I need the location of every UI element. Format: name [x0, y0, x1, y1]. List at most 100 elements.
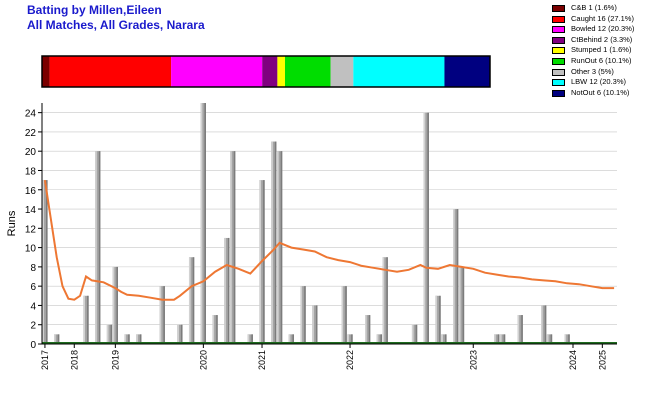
bar-shade: [415, 324, 418, 344]
bar-body: [288, 334, 295, 344]
legend-swatch: [552, 47, 565, 55]
legend-item: C&B 1 (1.6%): [550, 3, 650, 14]
bar-shade: [163, 286, 165, 344]
bar: [300, 286, 306, 344]
bar-shade: [180, 324, 183, 344]
bar-body: [106, 324, 113, 344]
y-tick-label: 20: [25, 147, 37, 158]
legend-label: RunOut 6 (10.1%): [571, 56, 632, 65]
x-tick-label: 2022: [345, 350, 355, 370]
bar: [499, 334, 506, 344]
bar: [564, 334, 570, 344]
bar: [136, 334, 142, 344]
bar-highlight: [200, 103, 203, 344]
bar-body: [188, 257, 195, 344]
bar-body: [276, 151, 283, 344]
bar-shade: [128, 334, 130, 344]
band-segment: [49, 56, 172, 87]
average-line: [43, 179, 615, 301]
bar-shade: [444, 334, 447, 344]
y-tick-label: 14: [25, 205, 37, 216]
bar-highlight: [546, 334, 549, 344]
bar-shade: [139, 334, 142, 344]
bar-body: [212, 315, 218, 344]
bar-body: [546, 334, 553, 344]
bar: [441, 334, 447, 344]
legend-label: NotOut 6 (10.1%): [571, 87, 630, 97]
bar-highlight: [106, 324, 109, 344]
bar: [494, 334, 500, 344]
bar-highlight: [159, 286, 162, 344]
bar-shade: [116, 266, 118, 344]
legend-label: C&B 1 (1.6%): [571, 3, 617, 12]
bar-shade: [280, 151, 283, 344]
bar: [288, 334, 295, 344]
bar-body: [312, 305, 318, 344]
bar-highlight: [364, 315, 367, 344]
bar-highlight: [435, 295, 438, 344]
bar-shade: [274, 141, 277, 344]
bar-body: [453, 209, 459, 344]
bar: [435, 295, 441, 344]
bar: [124, 334, 130, 344]
bar-shade: [87, 295, 89, 344]
bar-body: [54, 334, 60, 344]
bar-body: [499, 334, 506, 344]
bar-highlight: [124, 334, 127, 344]
bar-highlight: [494, 334, 496, 344]
bar: [112, 266, 118, 344]
bar-shade: [550, 334, 553, 344]
bar-highlight: [83, 295, 86, 344]
bar-highlight: [230, 151, 232, 344]
band-segment: [262, 56, 278, 87]
bar-highlight: [458, 266, 461, 344]
grid: [42, 112, 617, 326]
bar-body: [441, 334, 447, 344]
legend-item: LBW 12 (20.3%): [550, 77, 650, 88]
band-segment: [42, 56, 50, 87]
bar-highlight: [423, 112, 426, 344]
bar-highlight: [212, 315, 215, 344]
bar: [312, 305, 318, 344]
bar-highlight: [564, 334, 567, 344]
y-tick-label: 2: [30, 321, 36, 332]
bar-highlight: [300, 286, 303, 344]
bar-shade: [216, 315, 218, 344]
legend-label: CtBehind 2 (3.3%): [571, 34, 633, 44]
band-segment: [353, 56, 445, 87]
bar-highlight: [411, 324, 414, 344]
bar-body: [271, 141, 277, 344]
y-tick-label: 18: [25, 166, 37, 177]
bar: [159, 286, 165, 344]
legend-item: Caught 16 (27.1%): [550, 14, 650, 25]
bar-body: [364, 315, 371, 344]
bar-body: [95, 151, 101, 344]
bar-highlight: [382, 257, 385, 344]
bar-shade: [233, 151, 236, 344]
bar-body: [382, 257, 388, 344]
bar-body: [541, 305, 547, 344]
bar-shade: [57, 334, 60, 344]
bar-highlight: [347, 334, 350, 344]
bar-shade: [544, 305, 547, 344]
bar: [200, 103, 206, 344]
bar: [541, 305, 547, 344]
chart-title: Batting by Millen,Eileen: [27, 3, 162, 17]
y-tick-label: 22: [25, 128, 37, 139]
bar-shade: [497, 334, 500, 344]
bar: [341, 286, 347, 344]
legend-item: Other 3 (5%): [550, 67, 650, 78]
y-tick-label: 0: [30, 340, 36, 351]
bar-highlight: [177, 324, 179, 344]
bar-body: [347, 334, 353, 344]
bar-shade: [345, 286, 347, 344]
bar: [188, 257, 195, 344]
bar-highlight: [42, 180, 44, 344]
bar-body: [247, 334, 253, 344]
bar-highlight: [499, 334, 502, 344]
band-segment: [444, 56, 490, 87]
bar-body: [411, 324, 418, 344]
bar-shade: [263, 180, 265, 344]
bar-shade: [192, 257, 195, 344]
